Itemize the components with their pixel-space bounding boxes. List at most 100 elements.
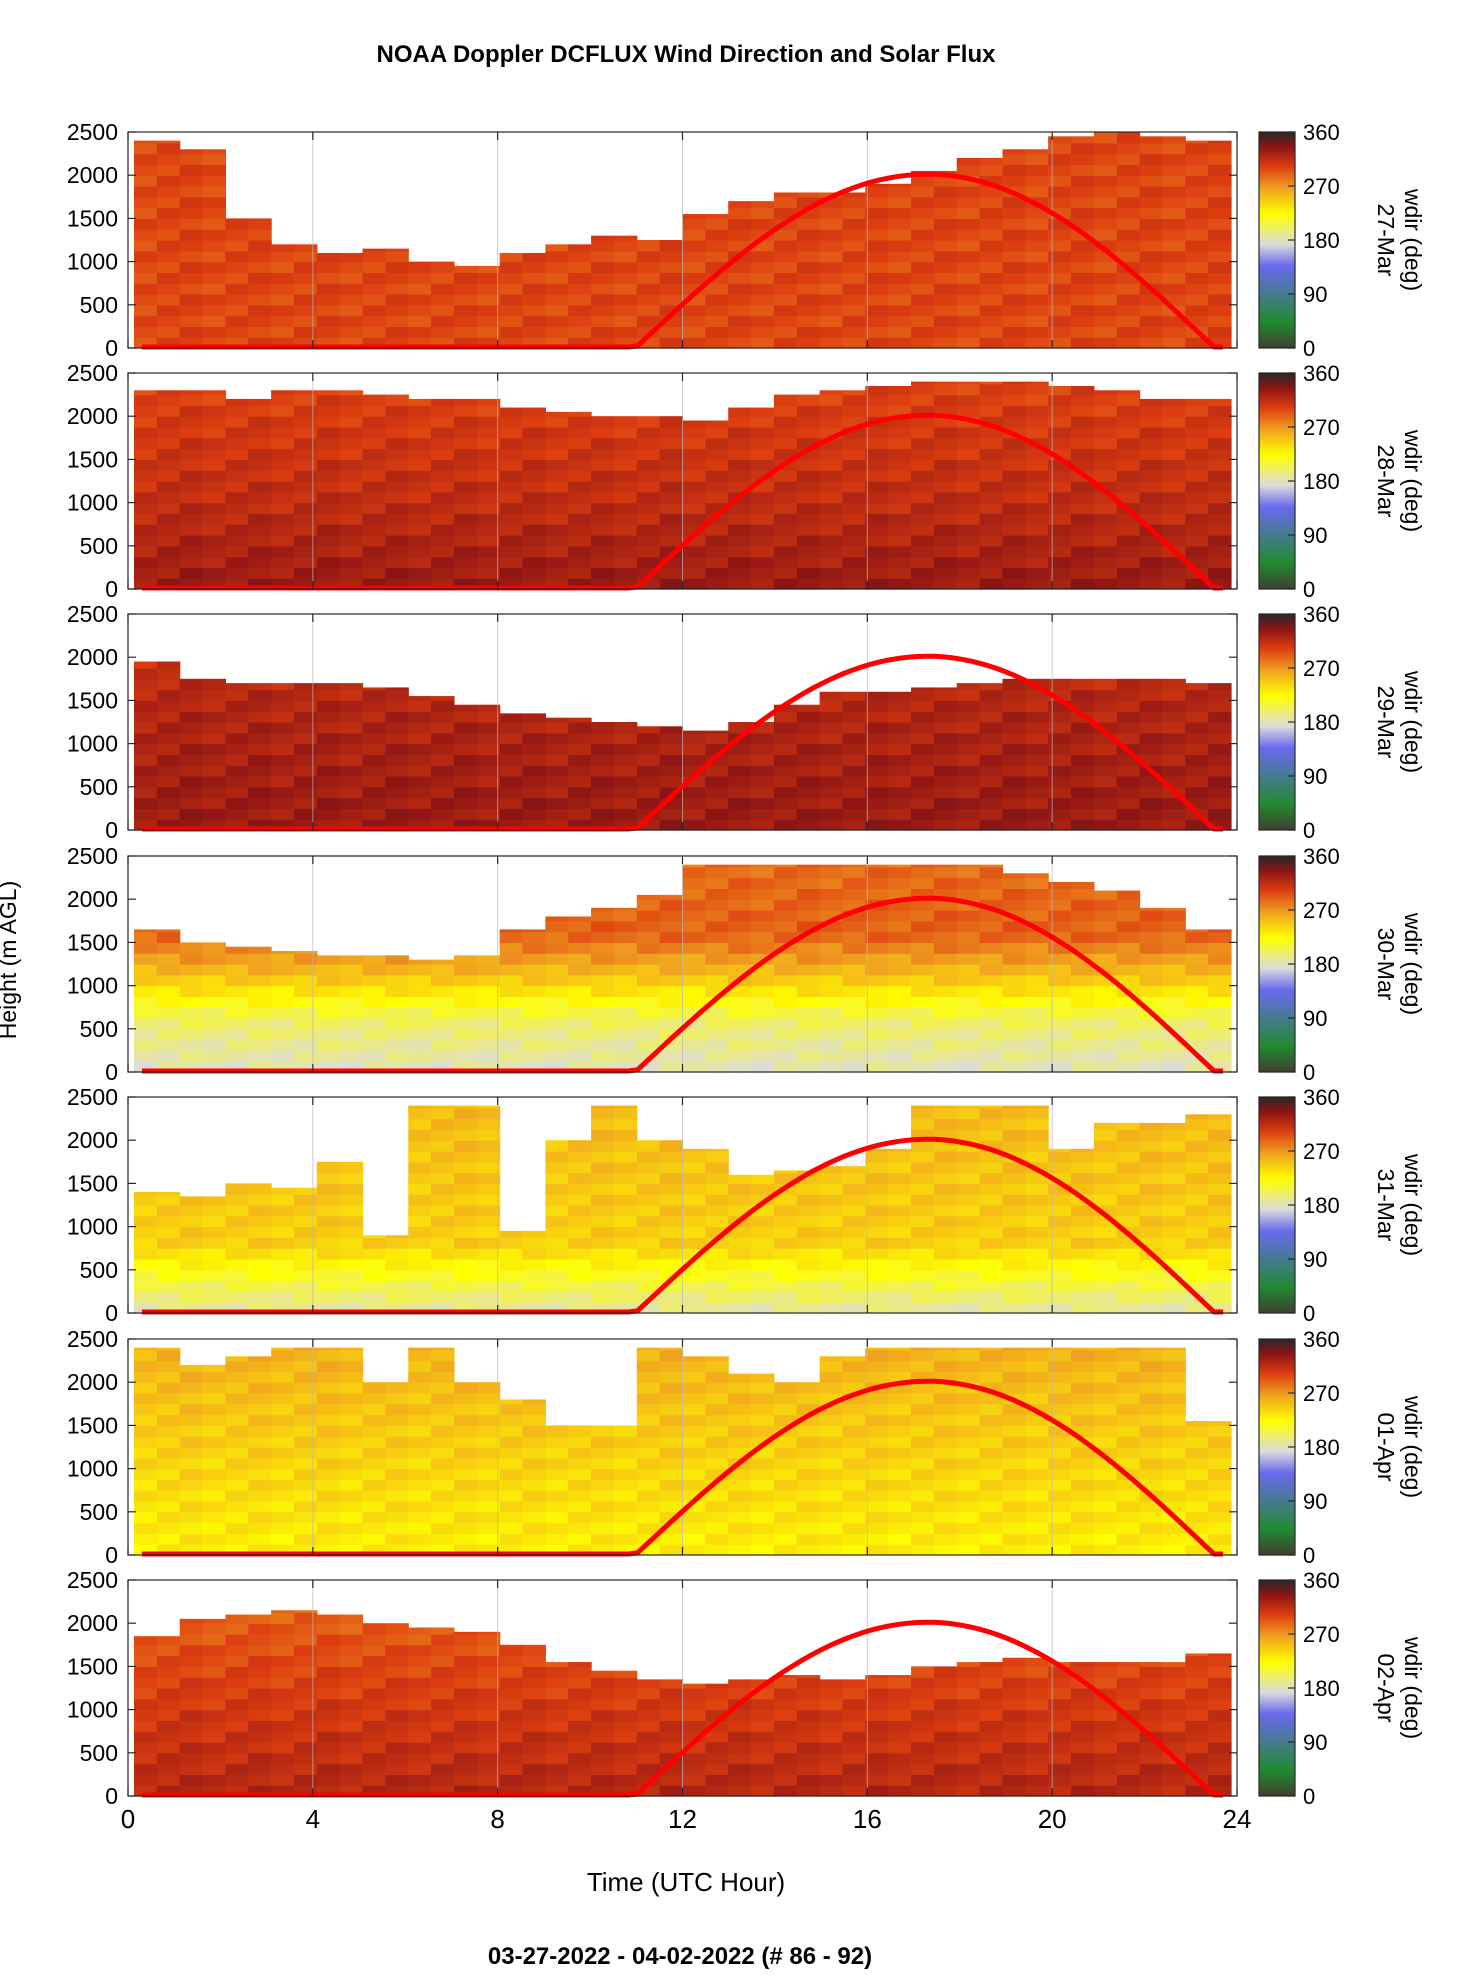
y-tick-label: 2000 (67, 1127, 118, 1153)
heatmap-cell (385, 732, 409, 745)
heatmap-cell (499, 1230, 524, 1238)
heatmap-cell (956, 1215, 981, 1228)
heatmap-cell (1002, 513, 1026, 525)
heatmap-cell (545, 1468, 569, 1480)
heatmap-cell (796, 405, 821, 417)
heatmap-cell (773, 866, 798, 879)
heatmap-cell (911, 229, 935, 241)
heatmap-cell (911, 1371, 935, 1383)
heatmap-cell (865, 942, 889, 954)
heatmap-cell (888, 1018, 912, 1030)
heatmap-cell (1002, 416, 1026, 428)
heatmap-cell (865, 315, 889, 327)
heatmap-cell (751, 1436, 775, 1448)
heatmap-cell (385, 1533, 409, 1545)
heatmap-cell (1025, 877, 1049, 889)
heatmap-cell (431, 1436, 455, 1448)
heatmap-cell (911, 556, 935, 568)
heatmap-cell (385, 283, 409, 295)
heatmap-cell (659, 1479, 684, 1491)
heatmap-cell (408, 1468, 432, 1480)
heatmap-cell (1139, 1533, 1164, 1545)
heatmap-cell (591, 235, 615, 241)
heatmap-cell (1093, 819, 1118, 831)
heatmap-cell (1208, 1421, 1232, 1426)
heatmap-cell (156, 390, 181, 396)
heatmap-cell (408, 1479, 432, 1491)
heatmap-cell (728, 1373, 752, 1383)
heatmap-cell (819, 910, 844, 922)
heatmap-cell (408, 1018, 432, 1030)
heatmap-cell (682, 272, 706, 284)
heatmap-cell (979, 394, 1004, 406)
heatmap-cell (911, 1382, 935, 1394)
heatmap-cell (842, 964, 866, 976)
heatmap-cell (1139, 1172, 1164, 1184)
heatmap-cell (659, 1151, 684, 1163)
heatmap-cell (499, 272, 524, 284)
heatmap-cell (819, 1501, 844, 1513)
heatmap-cell (156, 1544, 181, 1556)
heatmap-cell (682, 964, 706, 976)
heatmap-cell (179, 218, 204, 230)
heatmap-cell (202, 1511, 227, 1524)
heatmap-cell (728, 556, 752, 568)
colorbar-label: wdir (deg) (1400, 188, 1426, 291)
heatmap-cell (362, 1237, 386, 1249)
heatmap-cell (1002, 337, 1026, 349)
heatmap-cell (271, 567, 295, 579)
heatmap-cell (1162, 1501, 1186, 1513)
heatmap-cell (156, 196, 181, 209)
heatmap-cell (751, 797, 775, 809)
heatmap-cell (1002, 1050, 1026, 1062)
heatmap-cell (751, 201, 775, 209)
heatmap-cell (339, 394, 364, 406)
heatmap-cell (1002, 1436, 1026, 1448)
heatmap-cell (865, 1007, 889, 1019)
heatmap-cell (499, 470, 524, 482)
heatmap-cell (568, 920, 592, 933)
heatmap-cell (271, 1347, 295, 1351)
heatmap-cell (636, 326, 661, 338)
heatmap-cell (751, 556, 775, 568)
heatmap-cell (476, 1215, 501, 1228)
heatmap-cell (339, 1349, 364, 1362)
heatmap-cell (339, 294, 364, 306)
heatmap-cell (568, 1457, 592, 1470)
heatmap-cell (453, 1183, 478, 1195)
heatmap-cell (202, 164, 227, 176)
heatmap-cell (705, 942, 729, 954)
heatmap-cell (522, 1436, 546, 1448)
heatmap-cell (431, 513, 455, 525)
heatmap-cell (271, 1698, 295, 1711)
heatmap-cell (431, 808, 455, 820)
heatmap-cell (408, 1347, 432, 1351)
heatmap-cell (271, 1731, 295, 1743)
heatmap-cell (316, 448, 341, 460)
heatmap-cell (773, 996, 798, 1008)
heatmap-cell (568, 491, 592, 504)
heatmap-cell (979, 545, 1004, 558)
heatmap-cell (248, 1614, 272, 1624)
heatmap-cell (362, 819, 386, 831)
heatmap-cell (1093, 283, 1118, 295)
heatmap-cell (134, 524, 158, 536)
heatmap-cell (956, 1259, 981, 1271)
heatmap-cell (636, 1436, 661, 1448)
heatmap-cell (179, 1028, 204, 1041)
heatmap-cell (933, 186, 958, 198)
heatmap-cell (636, 1140, 661, 1152)
heatmap-cell (1025, 797, 1049, 809)
heatmap-cell (865, 218, 889, 230)
heatmap-cell (1025, 1447, 1049, 1459)
heatmap-cell (225, 1490, 249, 1502)
heatmap-cell (1093, 1347, 1118, 1351)
heatmap-cell (1048, 1205, 1072, 1217)
heatmap-cell (1139, 1468, 1164, 1480)
heatmap-cell (316, 481, 341, 493)
heatmap-cell (1208, 427, 1232, 439)
heatmap-cell (248, 1666, 272, 1678)
heatmap-cell (613, 1194, 638, 1206)
heatmap-cell (408, 315, 432, 327)
heatmap-cell (339, 1215, 364, 1228)
